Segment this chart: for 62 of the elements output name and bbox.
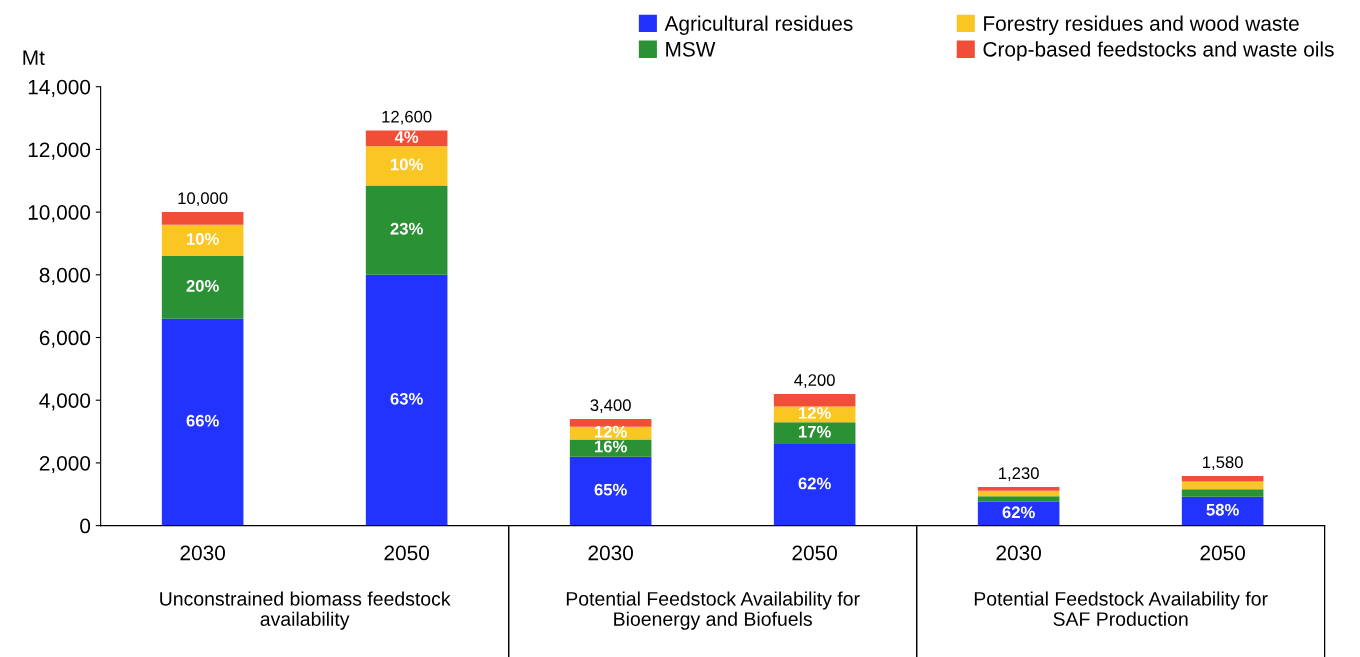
x-tick-label: 2030 bbox=[588, 545, 633, 561]
y-axis-title: Mt bbox=[23, 50, 45, 66]
total-label: 1,580 bbox=[1203, 456, 1243, 471]
y-tick-label: 8,000 bbox=[39, 267, 91, 286]
x-tick-label: 2030 bbox=[180, 545, 225, 561]
bar bbox=[1181, 489, 1264, 497]
annotation: 23% bbox=[390, 222, 423, 235]
y-tick-label: 14,000 bbox=[28, 79, 91, 97]
bar bbox=[365, 185, 448, 275]
total-label: 3,400 bbox=[590, 399, 631, 413]
bar bbox=[977, 496, 1060, 502]
legend-label: Crop-based feedstocks and waste oils bbox=[983, 41, 1334, 61]
x-tick-label: 2050 bbox=[384, 545, 429, 561]
annotation: 12% bbox=[595, 425, 627, 438]
total-label: 12,600 bbox=[382, 110, 432, 125]
annotation: 17% bbox=[799, 425, 831, 438]
legend-label: MSW bbox=[666, 41, 716, 57]
text: Unconstrained biomass feedstock availability bbox=[160, 591, 451, 630]
annotation: 10% bbox=[187, 233, 219, 245]
annotation: 62% bbox=[798, 477, 831, 490]
bar bbox=[161, 318, 244, 526]
annotation: 16% bbox=[595, 440, 627, 453]
y-tick-label: 6,000 bbox=[39, 330, 91, 348]
bar bbox=[569, 419, 652, 427]
annotation: 62% bbox=[1002, 506, 1035, 519]
bar bbox=[161, 224, 244, 256]
bar bbox=[1181, 481, 1264, 490]
bar bbox=[569, 439, 652, 457]
bar bbox=[161, 256, 244, 319]
annotation: 58% bbox=[1206, 503, 1239, 516]
bar bbox=[365, 274, 448, 526]
legend-label: Agricultural residues bbox=[664, 15, 853, 35]
y-tick-label: 4,000 bbox=[39, 393, 91, 411]
bar bbox=[977, 490, 1060, 497]
bar bbox=[977, 487, 1060, 491]
annotation: 20% bbox=[186, 280, 219, 292]
annotation: 65% bbox=[594, 483, 627, 496]
x-tick-label: 2030 bbox=[996, 545, 1041, 561]
annotation: 63% bbox=[390, 392, 423, 405]
y-tick-label: 12,000 bbox=[28, 142, 91, 160]
total-label: 1,230 bbox=[999, 467, 1039, 482]
y-tick-label: 10,000 bbox=[28, 205, 91, 223]
annotation: 4% bbox=[394, 131, 419, 143]
bar bbox=[773, 422, 856, 445]
bar bbox=[1181, 476, 1264, 482]
text: Potential Feedstock Availability for Bioenergy and Biofuels bbox=[566, 591, 860, 630]
bar bbox=[569, 456, 652, 526]
bar bbox=[773, 393, 856, 407]
total-label: 10,000 bbox=[178, 192, 228, 207]
legend-label: Forestry residues and wood waste bbox=[984, 15, 1299, 35]
bar bbox=[773, 444, 856, 526]
x-tick-label: 2050 bbox=[1200, 545, 1245, 561]
annotation: 12% bbox=[799, 406, 831, 419]
bar bbox=[365, 146, 448, 186]
x-tick-label: 2050 bbox=[792, 545, 837, 561]
y-tick-label: 0 bbox=[80, 518, 91, 534]
annotation: 10% bbox=[391, 158, 423, 171]
y-tick-label: 2,000 bbox=[39, 455, 91, 474]
text: Potential Feedstock Availability for SAF Production bbox=[974, 591, 1268, 626]
annotation: 66% bbox=[186, 414, 219, 427]
bar bbox=[161, 212, 244, 225]
total-label: 4,200 bbox=[794, 374, 835, 388]
